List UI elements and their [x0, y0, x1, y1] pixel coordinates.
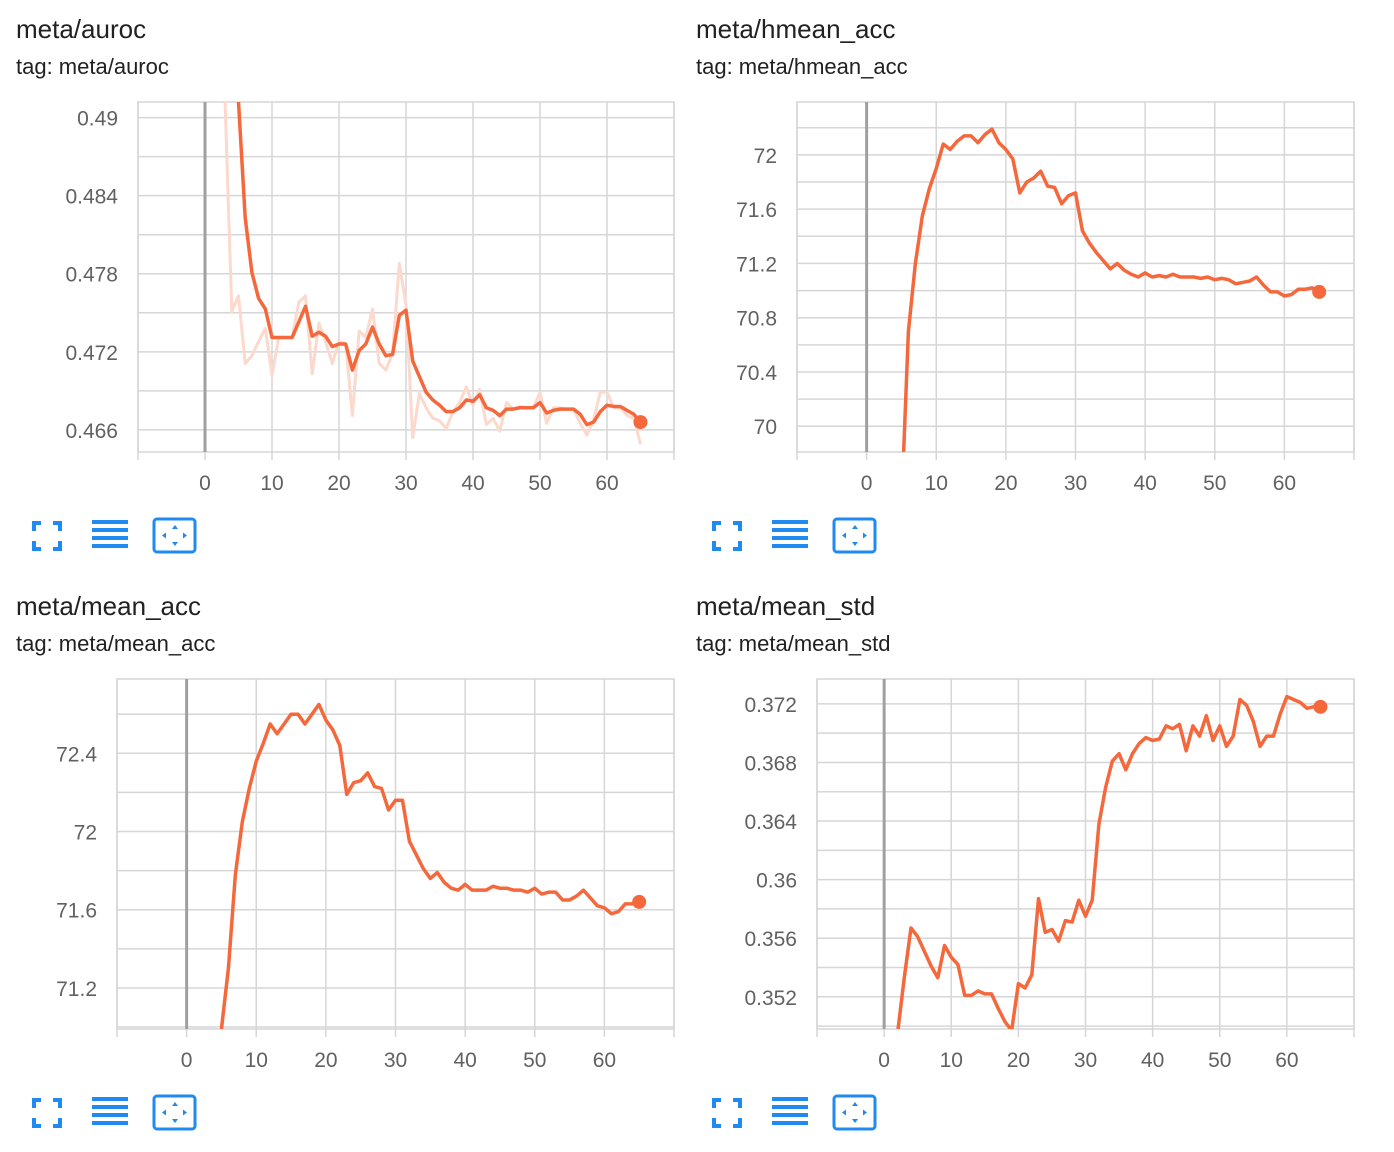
expand-icon[interactable]: [30, 1094, 64, 1132]
lines-icon[interactable]: [90, 1094, 130, 1132]
y-tick-label: 0.356: [744, 928, 797, 951]
y-tick-label: 0.466: [65, 420, 118, 443]
x-tick-label: 50: [528, 472, 551, 495]
y-tick-label: 71.6: [56, 900, 97, 923]
x-tick-label: 40: [461, 472, 484, 495]
card-title: meta/mean_acc: [16, 591, 201, 621]
x-tick-label: 10: [940, 1049, 963, 1072]
fit-domain-icon[interactable]: [832, 517, 878, 555]
x-tick-label: 30: [1074, 1049, 1097, 1072]
fit-domain-icon[interactable]: [832, 1094, 878, 1132]
x-tick-label: 0: [181, 1049, 193, 1072]
card-tag: tag: meta/mean_acc: [16, 631, 216, 656]
x-tick-label: 20: [1007, 1049, 1030, 1072]
series-group: [896, 694, 1321, 1029]
x-tick-label: 20: [327, 472, 350, 495]
series-group: [219, 702, 640, 1029]
y-tick-label: 72: [754, 145, 777, 168]
x-tick-label: 60: [593, 1049, 616, 1072]
series-last-point: [1313, 699, 1328, 714]
y-tick-label: 0.478: [65, 264, 118, 287]
y-tick-label: 71.2: [56, 978, 97, 1001]
x-tick-label: 30: [384, 1049, 407, 1072]
y-tick-label: 0.364: [744, 811, 797, 834]
x-tick-label: 50: [1203, 472, 1226, 495]
series-last-point: [633, 415, 648, 430]
series-last-point: [1312, 284, 1327, 299]
chart-auroc[interactable]: 0.466 0.472 0.478 0.484 0.49 0 10 20 30 40 50 60: [0, 0, 680, 510]
x-tick-label: 40: [1133, 472, 1156, 495]
expand-icon[interactable]: [30, 517, 64, 555]
card-tag: tag: meta/mean_std: [696, 631, 891, 656]
card-meta-mean-std: meta/mean_std tag: meta/mean_std 0.352 0.…: [680, 577, 1360, 1152]
x-tick-label: 0: [199, 472, 211, 495]
series-group: [901, 127, 1321, 452]
y-tick-label: 72.4: [56, 743, 97, 766]
card-meta-auroc: meta/auroc tag: meta/auroc 0.466 0.472 0.4…: [0, 0, 680, 575]
chart-hmean-acc[interactable]: 70 70.4 70.8 71.2 71.6 72 0 10 20 30 40 50 60: [680, 0, 1360, 510]
x-tick-label: 50: [1208, 1049, 1231, 1072]
x-tick-label: 10: [260, 472, 283, 495]
series-smoothed-line: [236, 102, 642, 427]
series-smoothed-line: [901, 127, 1321, 452]
card-tag: tag: meta/hmean_acc: [696, 54, 908, 79]
card-meta-mean-acc: meta/mean_acc tag: meta/mean_acc 71.2 71.…: [0, 577, 680, 1152]
y-tick-label: 71.2: [736, 253, 777, 276]
y-tick-label: 70: [754, 416, 777, 439]
lines-icon[interactable]: [770, 1094, 810, 1132]
x-tick-label: 40: [1141, 1049, 1164, 1072]
y-tick-label: 0.36: [756, 870, 797, 893]
x-tick-label: 10: [925, 472, 948, 495]
y-tick-label: 0.472: [65, 342, 118, 365]
chart-toolbar: [30, 517, 230, 557]
series-group: [223, 102, 642, 445]
y-tick-label: 0.372: [744, 694, 797, 717]
y-tick-label: 0.352: [744, 987, 797, 1010]
card-tag: tag: meta/auroc: [16, 54, 169, 79]
fit-domain-icon[interactable]: [152, 517, 198, 555]
x-tick-label: 20: [314, 1049, 337, 1072]
y-tick-label: 72: [74, 822, 97, 845]
x-tick-label: 0: [861, 472, 873, 495]
chart-toolbar: [30, 1094, 230, 1134]
x-tick-label: 20: [994, 472, 1017, 495]
x-tick-label: 10: [245, 1049, 268, 1072]
x-tick-label: 30: [1064, 472, 1087, 495]
chart-mean-std[interactable]: 0.352 0.356 0.36 0.364 0.368 0.372 0 10 20 30 40 50…: [680, 577, 1360, 1087]
x-tick-label: 60: [1275, 1049, 1298, 1072]
x-tick-label: 60: [595, 472, 618, 495]
y-tick-label: 71.6: [736, 199, 777, 222]
x-tick-label: 60: [1273, 472, 1296, 495]
chart-mean-acc[interactable]: 71.2 71.6 72 72.4 0 10 20 30 40 50 60: [0, 577, 680, 1087]
card-title: meta/hmean_acc: [696, 14, 896, 44]
y-tick-label: 70.8: [736, 308, 777, 331]
y-tick-label: 0.368: [744, 752, 797, 775]
expand-icon[interactable]: [710, 517, 744, 555]
card-title: meta/mean_std: [696, 591, 876, 621]
x-tick-label: 30: [394, 472, 417, 495]
series-smoothed-line: [896, 694, 1321, 1029]
lines-icon[interactable]: [90, 517, 130, 555]
y-tick-label: 0.484: [65, 186, 118, 209]
y-tick-label: 0.49: [77, 108, 118, 131]
x-tick-label: 40: [453, 1049, 476, 1072]
lines-icon[interactable]: [770, 517, 810, 555]
x-tick-label: 50: [523, 1049, 546, 1072]
expand-icon[interactable]: [710, 1094, 744, 1132]
card-meta-hmean-acc: meta/hmean_acc tag: meta/hmean_acc 70 70.…: [680, 0, 1360, 575]
chart-toolbar: [710, 1094, 910, 1134]
chart-toolbar: [710, 517, 910, 557]
series-smoothed-line: [219, 702, 640, 1029]
card-title: meta/auroc: [16, 14, 147, 44]
fit-domain-icon[interactable]: [152, 1094, 198, 1132]
series-last-point: [632, 894, 647, 909]
x-tick-label: 0: [878, 1049, 890, 1072]
y-tick-label: 70.4: [736, 362, 777, 385]
